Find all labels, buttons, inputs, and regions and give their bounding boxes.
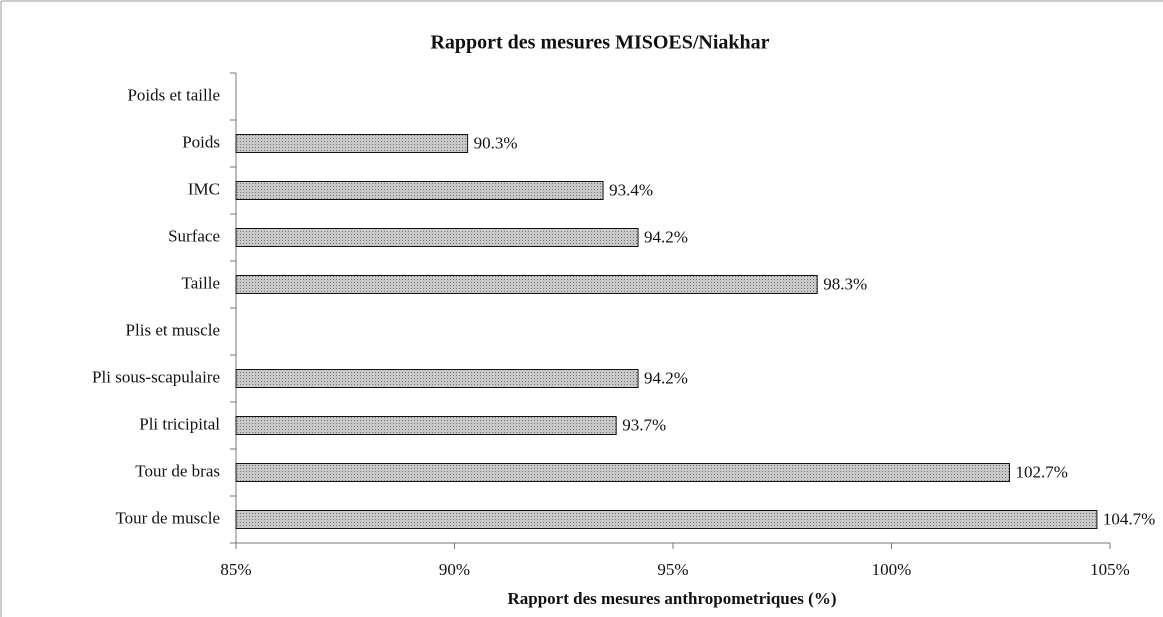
bar xyxy=(235,510,1098,529)
bar xyxy=(235,416,617,435)
bar xyxy=(235,369,639,388)
x-tick-label: 95% xyxy=(657,560,688,579)
bar xyxy=(235,228,639,247)
y-tick-label: IMC xyxy=(188,179,220,198)
y-tick-label: Pli sous-scapulaire xyxy=(92,367,220,386)
data-label: 90.3% xyxy=(474,133,518,152)
bar xyxy=(235,275,818,294)
y-tick-label: Tour de bras xyxy=(135,461,220,480)
data-label: 102.7% xyxy=(1015,462,1067,481)
y-tick-label: Plis et muscle xyxy=(126,320,220,339)
bar xyxy=(235,181,604,200)
data-label: 93.4% xyxy=(609,180,653,199)
y-tick-label: Poids xyxy=(182,132,220,151)
y-tick-label: Poids et taille xyxy=(127,85,220,104)
data-label: 104.7% xyxy=(1103,509,1155,528)
x-tick-label: 100% xyxy=(872,560,912,579)
chart-title: Rapport des mesures MISOES/Niakhar xyxy=(430,32,769,54)
y-tick-label: Pli tricipital xyxy=(139,414,220,433)
x-tick-label: 85% xyxy=(220,560,251,579)
data-label: 93.7% xyxy=(622,415,666,434)
x-tick-label: 90% xyxy=(439,560,470,579)
y-tick-label: Surface xyxy=(168,226,220,245)
y-tick-label: Taille xyxy=(182,273,220,292)
bar xyxy=(235,463,1010,482)
data-label: 94.2% xyxy=(644,227,688,246)
bar xyxy=(235,134,469,153)
data-label: 98.3% xyxy=(823,274,867,293)
x-tick-label: 105% xyxy=(1090,560,1130,579)
y-tick-label: Tour de muscle xyxy=(115,508,220,527)
data-label: 94.2% xyxy=(644,368,688,387)
x-axis-label: Rapport des mesures anthropometriques (%… xyxy=(508,589,837,608)
